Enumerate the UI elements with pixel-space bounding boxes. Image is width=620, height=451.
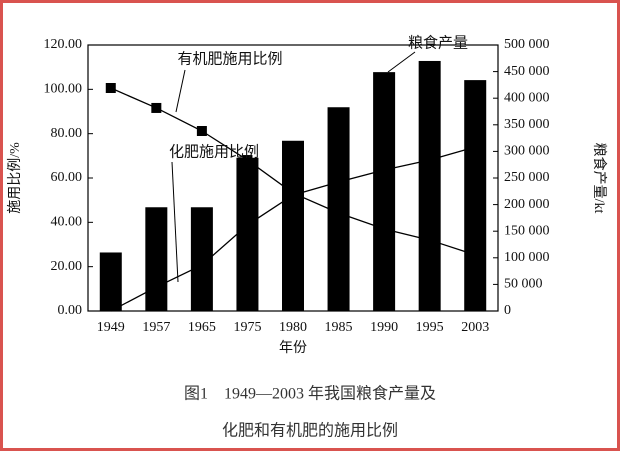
y2-tick-label: 350 000 [504, 117, 550, 132]
line [110, 146, 476, 312]
marker [242, 155, 253, 166]
bar [373, 72, 396, 311]
bar [464, 80, 487, 311]
marker [105, 83, 116, 94]
marker [424, 235, 435, 246]
bar [236, 157, 259, 311]
y2-tick-label: 500 000 [504, 37, 550, 52]
marker [379, 223, 390, 234]
series-label: 粮食产量 [408, 34, 468, 51]
leader-line [175, 69, 186, 113]
leader-line [171, 161, 179, 283]
x-tick-label: 1990 [370, 320, 398, 335]
y-tick-label: 120.00 [44, 37, 83, 52]
bar [99, 252, 122, 311]
marker [333, 208, 344, 219]
caption: 图1 1949—2003 年我国粮食产量及 [184, 385, 436, 403]
y2-axis-title: 粮食产量/kt [591, 143, 608, 214]
y2-tick-label: 0 [504, 303, 511, 318]
bar [190, 207, 213, 311]
y-tick-label: 100.00 [44, 82, 83, 97]
leader-line [387, 51, 416, 73]
marker [470, 249, 481, 260]
y-tick-label: 0.00 [58, 303, 83, 318]
y-tick-label: 60.00 [51, 170, 83, 185]
caption: 化肥和有机肥的施用比例 [222, 422, 398, 440]
x-tick-label: 1949 [97, 320, 125, 335]
series-label: 有机肥施用比例 [177, 50, 282, 67]
x-tick-label: 1995 [416, 320, 444, 335]
y-tick-label: 40.00 [51, 215, 83, 230]
y2-tick-label: 450 000 [504, 64, 550, 79]
x-tick-label: 1985 [325, 320, 353, 335]
x-tick-label: 1965 [188, 320, 216, 335]
marker [196, 126, 207, 137]
x-tick-label: 1975 [233, 320, 261, 335]
bar [145, 207, 168, 311]
x-tick-label: 1957 [142, 320, 170, 335]
series-label: 化肥施用比例 [169, 143, 259, 160]
bar [418, 60, 441, 312]
bar [282, 140, 304, 311]
y-tick-label: 80.00 [51, 126, 83, 141]
y2-tick-label: 100 000 [504, 250, 550, 265]
y2-tick-label: 250 000 [504, 170, 550, 185]
y-axis-title: 施用比例/% [7, 142, 23, 214]
y2-tick-label: 150 000 [504, 223, 550, 238]
x-tick-label: 1980 [279, 320, 307, 335]
y2-tick-label: 400 000 [504, 90, 550, 105]
y2-tick-label: 200 000 [504, 197, 550, 212]
y-tick-label: 20.00 [51, 259, 83, 274]
marker [288, 188, 298, 199]
x-axis-title: 年份 [279, 340, 307, 356]
y2-tick-label: 50 000 [504, 277, 543, 292]
marker [151, 102, 162, 113]
y2-tick-label: 300 000 [504, 144, 550, 159]
x-tick-label: 2003 [461, 320, 489, 335]
